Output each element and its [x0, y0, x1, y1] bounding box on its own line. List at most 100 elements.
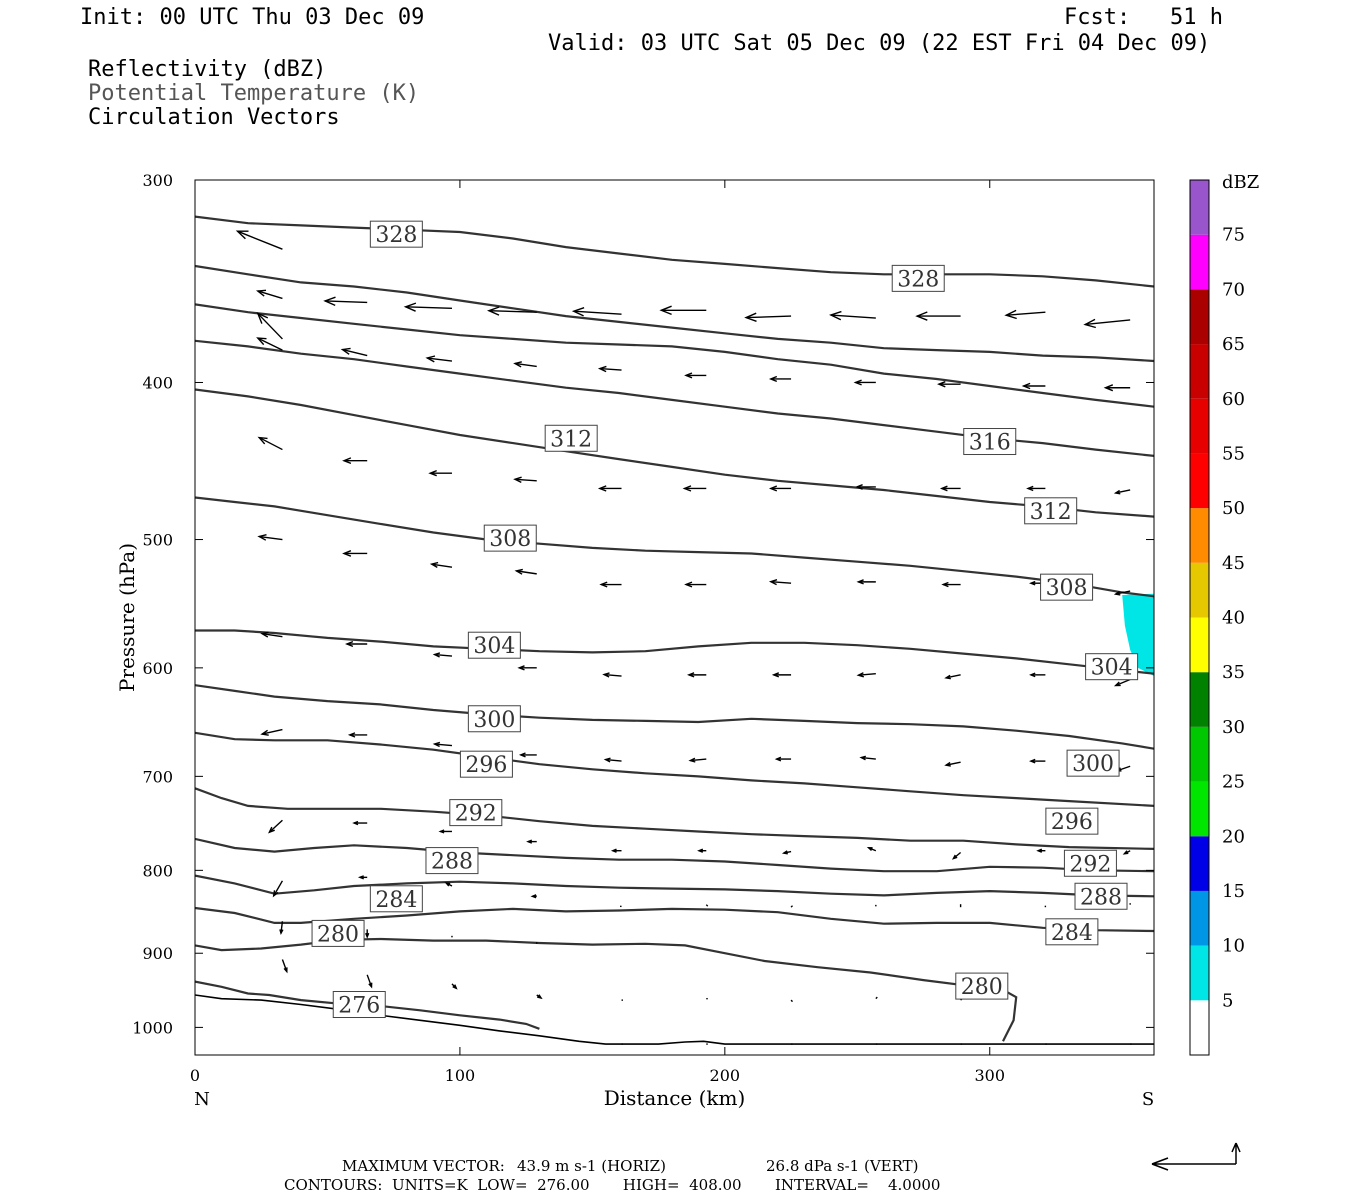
- vector-arrow: [941, 581, 961, 588]
- vector-head: [602, 672, 610, 678]
- isentrope-label: 328: [369, 220, 423, 248]
- isentrope-288: [195, 874, 1154, 898]
- vector-arrow: [514, 568, 537, 575]
- vector-arrow: [602, 672, 622, 678]
- isentrope-label: 288: [425, 847, 479, 875]
- vector-arrow: [951, 851, 962, 860]
- vector-arrow: [859, 755, 876, 761]
- vector-shaft: [237, 230, 283, 250]
- isentrope-label-text: 284: [1051, 921, 1093, 946]
- reflectivity-layer: [1122, 593, 1154, 676]
- isentrope-label-text: 296: [465, 753, 507, 778]
- isentrope-328: [195, 264, 1154, 363]
- vector-arrow: [428, 469, 452, 477]
- vector-head: [856, 672, 864, 678]
- y-tick-label: 600: [142, 659, 173, 678]
- vector-arrow: [855, 484, 876, 490]
- vector-arrow: [684, 372, 707, 379]
- vector-arrow: [768, 579, 792, 586]
- isentrope-label: 316: [963, 428, 1017, 456]
- vector-arrow: [272, 880, 284, 898]
- vector-arrow: [866, 846, 877, 852]
- isentrope-304: [195, 684, 1154, 750]
- vector-head: [257, 436, 268, 445]
- isentrope-label-box: [1074, 882, 1128, 910]
- isentrope-label: 296: [1045, 807, 1099, 835]
- vector-arrow: [432, 652, 453, 658]
- vector-arrow: [518, 752, 537, 758]
- isentrope-label-text: 308: [489, 527, 531, 552]
- isentrope-300: [195, 731, 1154, 807]
- isentrope-label-box: [311, 919, 365, 947]
- vector-shaft: [790, 905, 794, 908]
- field-reflectivity: Reflectivity (dBZ): [88, 57, 327, 82]
- vector-shaft: [858, 673, 876, 676]
- isentrope-316: [195, 388, 1154, 518]
- vector-arrow: [781, 850, 792, 855]
- vector-head: [866, 846, 873, 852]
- vector-head: [517, 665, 525, 671]
- colorbar-cap-bottom: [1190, 1000, 1209, 1055]
- vector-arrow: [357, 875, 368, 880]
- vector-shaft: [257, 290, 283, 300]
- colorbar-label: 65: [1222, 334, 1245, 355]
- vector-arrow: [599, 581, 622, 588]
- vector-head: [279, 929, 284, 936]
- isentrope-label: 308: [483, 524, 537, 552]
- vector-head: [599, 581, 608, 588]
- y-axis-title: Pressure (hPa): [115, 543, 139, 692]
- isentrope-label: 300: [1066, 749, 1120, 777]
- vector-arrow: [856, 672, 876, 678]
- colorbar-label: 40: [1222, 608, 1245, 629]
- vector-shaft: [1085, 319, 1131, 326]
- vector-head: [514, 568, 523, 575]
- vector-arrow: [790, 999, 794, 1003]
- vector-shaft: [690, 758, 707, 762]
- vector-arrow: [1083, 318, 1131, 329]
- isentrope-label: 288: [1074, 882, 1128, 910]
- vector-arrow: [257, 534, 283, 541]
- vector-head: [487, 306, 500, 316]
- vector-head: [829, 310, 842, 321]
- vector-arrow: [429, 561, 453, 569]
- isentrope-280: [195, 937, 1018, 1042]
- vector-shaft: [599, 367, 622, 371]
- colorbar-label: 55: [1222, 443, 1245, 464]
- colorbar-label: 45: [1222, 553, 1245, 574]
- vector-shaft: [945, 761, 961, 766]
- max-vector-vert: 26.8 dPa s-1 (VERT): [766, 1157, 919, 1175]
- isentrope-296: [195, 787, 1154, 850]
- vector-head: [1113, 489, 1121, 495]
- vector-head: [429, 561, 439, 569]
- vector-head: [342, 457, 352, 465]
- vector-arrow: [659, 305, 707, 316]
- isentrope-label-text: 300: [1072, 752, 1114, 777]
- forecast-hour: Fcst: 51 h: [1064, 5, 1223, 30]
- isentrope-label-box: [1040, 573, 1094, 601]
- vector-arrow: [771, 672, 792, 678]
- vector-head: [1021, 382, 1031, 390]
- vector-head: [368, 982, 373, 989]
- vector-arrow: [610, 848, 622, 853]
- vector-head: [603, 757, 611, 763]
- vector-arrow: [1004, 309, 1046, 320]
- vector-arrow: [1036, 848, 1046, 853]
- isentrope-label-box: [332, 991, 386, 1019]
- vector-shaft: [325, 300, 368, 304]
- vector-shaft: [258, 436, 283, 451]
- isentrope-label: 300: [467, 705, 521, 733]
- vector-arrow: [365, 929, 370, 939]
- vector-head: [1103, 384, 1114, 392]
- vector-arrow: [944, 761, 961, 767]
- vector-shaft: [342, 348, 368, 357]
- isentrope-label-box: [369, 220, 423, 248]
- isentrope-label: 292: [449, 799, 503, 827]
- vector-arrow: [257, 436, 283, 451]
- vector-head: [365, 932, 370, 939]
- vector-arrow: [323, 296, 368, 307]
- init-time: Init: 00 UTC Thu 03 Dec 09: [80, 5, 425, 30]
- vector-head: [425, 355, 436, 363]
- vector-shaft: [573, 310, 622, 315]
- vector-head: [571, 307, 585, 317]
- isentrope-label-box: [963, 428, 1017, 456]
